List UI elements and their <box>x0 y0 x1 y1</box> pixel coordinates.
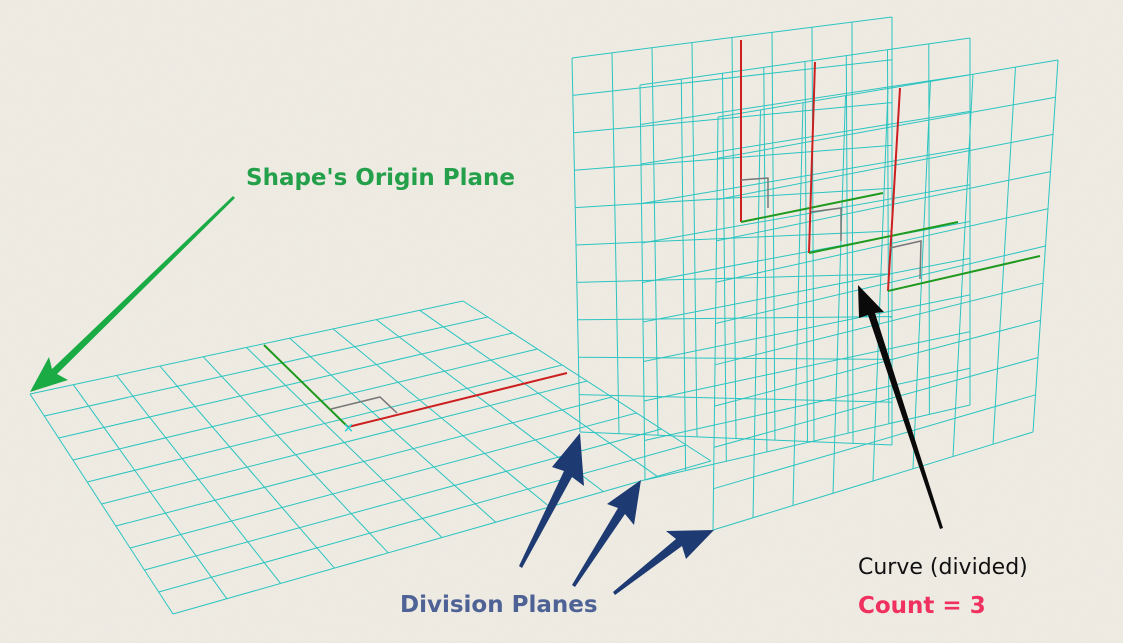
division-plane-2-grid-line <box>639 37 971 86</box>
origin-plane-grid-line <box>172 460 712 615</box>
division-plane-3-grid-line <box>714 282 1044 366</box>
origin-plane-label: Shape's Origin Plane <box>246 165 515 191</box>
division-plane-2-grid-line <box>640 110 971 165</box>
origin-plane-grid-line <box>101 380 588 505</box>
origin-arrow-icon <box>30 196 235 392</box>
division-plane-3-grid-line <box>717 96 1056 159</box>
division-plane-2-grid-line <box>644 367 971 441</box>
origin-plane-grid-line <box>44 316 488 417</box>
division-plane-3-grid-line <box>713 357 1039 448</box>
origin-plane-grid-line <box>158 444 687 593</box>
division-plane-1-grid-line <box>575 230 893 246</box>
division-plane-1-grid-line <box>573 102 893 134</box>
division-planes-label: Division Planes <box>400 592 598 618</box>
division-plane-3-grid-line <box>713 394 1036 490</box>
division-3-x-axis <box>887 255 1041 292</box>
division-plane-2-grid-line <box>643 294 971 362</box>
division-1-x-axis <box>740 192 884 223</box>
division-plane-2-grid-line <box>640 74 971 125</box>
division-plane-1-grid-line <box>579 394 893 403</box>
division-2-right-angle-marker <box>810 207 842 241</box>
division-plane-1-grid-line <box>572 59 893 96</box>
division-2-x-axis <box>808 221 959 254</box>
origin-plane-grid-line <box>87 364 563 483</box>
division-plane-2-grid-line <box>642 257 971 323</box>
origin-x-axis <box>347 372 568 428</box>
division-plane-1-grid-line <box>579 431 893 446</box>
division-plane-3-grid-line <box>716 133 1054 201</box>
division-plane-axes <box>740 40 1041 292</box>
division-1-right-angle-marker <box>740 177 769 208</box>
division-plane-3-grid-line <box>712 431 1034 531</box>
annotation-arrows <box>30 196 943 595</box>
origin-plane-grid-line <box>115 396 612 527</box>
curve-arrow-icon <box>858 285 943 529</box>
division-plane-3-grid-line <box>716 171 1051 242</box>
division-plane-3-grid-line <box>715 245 1046 324</box>
origin-plane-grid-line <box>29 300 464 395</box>
origin-plane-axes: × <box>263 344 568 436</box>
division-arrow-2-icon <box>572 480 641 587</box>
division-plane-1-grid-line <box>575 187 893 209</box>
division-plane-2-grid-line <box>641 147 971 204</box>
division-plane-1-grid-line <box>577 316 893 321</box>
division-plane-2-grid-line <box>643 331 971 402</box>
division-plane-2-grid-line <box>641 184 971 244</box>
origin-right-angle-marker <box>330 396 398 414</box>
origin-point-icon: × <box>343 421 354 436</box>
origin-plane-grid-line <box>129 412 637 549</box>
division-plane-3-grid-line <box>717 59 1059 118</box>
division-plane-3-grid-line <box>714 319 1041 407</box>
division-plane-3-grid-line <box>715 208 1049 283</box>
division-3-z-axis <box>887 87 901 292</box>
division-plane-2-grid-line <box>644 404 971 481</box>
division-arrow-3-icon <box>613 530 714 595</box>
division-plane-1-grid-line <box>571 16 893 59</box>
curve-label: Curve (divided) <box>858 555 1028 580</box>
origin-y-axis <box>263 344 349 428</box>
division-3-right-angle-marker <box>889 240 922 280</box>
count-label: Count = 3 <box>858 593 986 619</box>
origin-plane-grid-line <box>58 332 513 439</box>
division-plane-1-grid-line <box>574 144 893 171</box>
division-arrow-1-icon <box>519 433 584 568</box>
origin-plane-grid-line <box>72 348 538 461</box>
division-2-z-axis <box>808 61 816 254</box>
